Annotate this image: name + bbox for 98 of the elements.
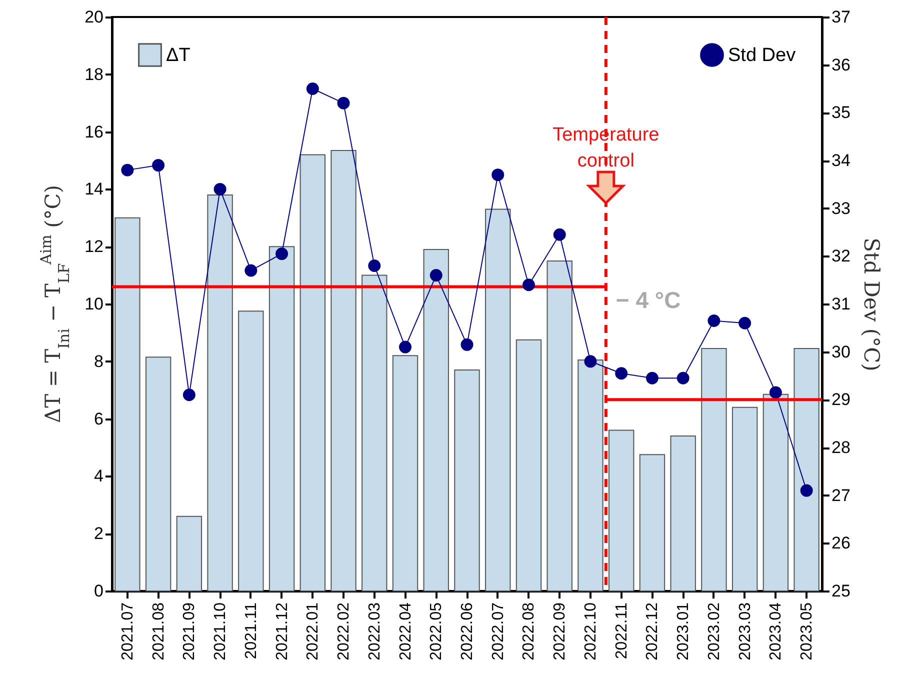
annotation: − 4 °C (616, 287, 681, 314)
point (800, 484, 813, 497)
point (460, 338, 474, 351)
y2-tick-label: 27 (832, 486, 850, 505)
y-tick-label: 18 (84, 64, 104, 84)
y2-tick-label: 30 (832, 342, 850, 362)
bar (670, 436, 696, 592)
point (214, 182, 226, 196)
bar (238, 310, 264, 592)
point (738, 316, 752, 330)
y2-tick-label: 31 (832, 294, 850, 314)
x-tick-label: 2023.05 (798, 602, 816, 660)
x-tick-label: 2021.10 (212, 602, 230, 660)
y2-tick-label: 26 (832, 534, 850, 553)
x-tick-label: 2022.11 (613, 602, 630, 660)
point (553, 228, 566, 241)
y2-tick-label: 33 (832, 198, 850, 218)
x-tick-label: 2022.12 (644, 602, 662, 660)
y2-tick-label: 35 (832, 103, 850, 122)
point (337, 96, 350, 110)
bar (794, 348, 820, 592)
y2-tick-label: 29 (832, 390, 850, 410)
point (306, 82, 319, 95)
legend-label: ΔT (166, 45, 191, 66)
bar (300, 154, 326, 592)
x-tick-label: 2022.02 (336, 602, 353, 660)
bar (454, 370, 480, 592)
y2-tick-label: 25 (832, 582, 850, 600)
x-tick-label: 2021.07 (119, 602, 136, 660)
y-tick-label: 20 (84, 8, 104, 26)
point (615, 367, 628, 380)
x-tick-label: 2023.04 (768, 602, 785, 660)
point (368, 260, 381, 272)
x-tick-label: 2023.02 (706, 602, 723, 660)
point (152, 159, 165, 172)
y-tick-label: 10 (84, 294, 104, 314)
bar (392, 355, 418, 592)
legend-label: Std Dev (728, 45, 796, 66)
x-tick-label: 2023.01 (675, 602, 692, 660)
x-tick-label: 2021.08 (150, 602, 168, 660)
point (646, 372, 658, 384)
bar (546, 260, 572, 592)
x-tick-label: 2022.08 (520, 602, 538, 660)
point (430, 269, 442, 282)
bar (732, 406, 758, 592)
point (121, 164, 134, 176)
bar (423, 248, 449, 592)
x-tick-label: 2022.04 (397, 602, 414, 660)
point (584, 355, 597, 368)
x-tick-label: 2021.12 (274, 602, 291, 660)
y-tick-label: 6 (94, 409, 104, 428)
bar (330, 150, 356, 592)
point (182, 388, 196, 402)
y-tick-label: 12 (84, 237, 104, 256)
bar (485, 208, 511, 592)
x-tick-label: 2022.01 (304, 602, 322, 660)
y-tick-label: 2 (94, 524, 104, 544)
x-tick-label: 2022.10 (582, 602, 600, 660)
bar (176, 516, 202, 592)
annotation: Temperature control (552, 124, 660, 172)
bar (578, 359, 604, 592)
point (522, 278, 535, 292)
x-tick-label: 2022.05 (428, 602, 446, 660)
x-tick-label: 2022.09 (552, 602, 569, 660)
bar (608, 430, 634, 592)
y2-axis-title: Std Dev (°C) (859, 238, 884, 372)
bar (701, 348, 727, 592)
y-tick-label: 4 (94, 466, 104, 486)
bar (639, 454, 666, 592)
y-tick-label: 16 (84, 122, 104, 142)
x-tick-label: 2022.07 (490, 602, 507, 660)
x-tick-label: 2022.03 (366, 602, 384, 660)
y-tick-label: 8 (94, 352, 104, 371)
bar (516, 339, 542, 592)
bar (268, 246, 295, 592)
point (492, 168, 504, 182)
bar (762, 394, 789, 592)
y-tick-label: 14 (84, 180, 104, 199)
point (276, 248, 288, 260)
y2-tick-label: 32 (832, 246, 850, 266)
x-tick-label: 2022.06 (459, 602, 476, 660)
x-tick-label: 2021.09 (181, 602, 198, 660)
point (769, 386, 782, 399)
bar (207, 194, 233, 592)
y2-tick-label: 36 (832, 55, 850, 74)
point (399, 340, 412, 354)
bar (114, 217, 140, 592)
y2-tick-label: 37 (832, 8, 850, 26)
bar (362, 274, 388, 592)
bar (145, 356, 172, 592)
y2-tick-label: 34 (832, 151, 850, 170)
x-tick-label: 2021.11 (242, 602, 260, 660)
point (676, 372, 690, 384)
point (708, 314, 720, 327)
point (244, 264, 258, 277)
y-tick-label: 0 (94, 582, 104, 600)
x-tick-label: 2023.03 (736, 602, 754, 660)
y2-tick-label: 28 (832, 438, 850, 457)
